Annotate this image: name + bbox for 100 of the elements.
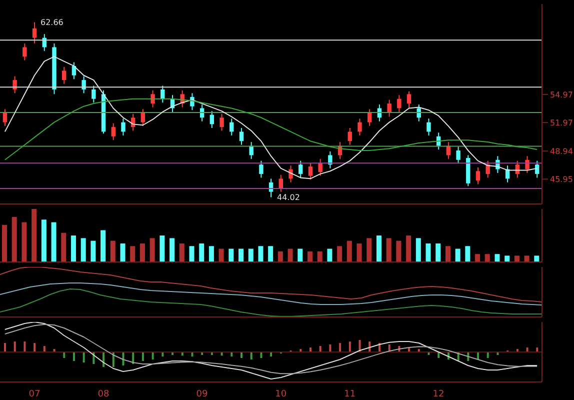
bar (406, 236, 412, 262)
bar (24, 342, 26, 352)
candlestick (230, 118, 234, 136)
candlestick (160, 85, 165, 104)
bar (298, 248, 303, 262)
bar (100, 230, 106, 262)
bar (396, 240, 402, 262)
bar (307, 251, 312, 262)
bar (41, 220, 46, 262)
bar (63, 352, 66, 358)
candlestick (111, 122, 116, 141)
candlestick (397, 94, 402, 112)
bar (436, 243, 441, 262)
bar (22, 222, 27, 262)
bar (445, 246, 450, 262)
candlestick (22, 42, 27, 61)
bar (80, 238, 86, 262)
bar (346, 240, 352, 262)
bar (278, 251, 283, 262)
y-tick-label: 45.95 (550, 174, 573, 184)
y-tick-label: 51.97 (550, 118, 573, 128)
candlestick (308, 162, 313, 180)
bar (339, 343, 342, 352)
bar (218, 248, 224, 262)
bar (32, 209, 37, 262)
bar (514, 256, 520, 262)
bar (72, 352, 75, 361)
bar (356, 243, 362, 262)
bar (465, 246, 470, 262)
bar (12, 216, 17, 262)
bar (34, 343, 36, 352)
bar (130, 246, 136, 262)
bar (70, 236, 76, 262)
bar (120, 243, 126, 262)
bar (258, 246, 264, 262)
candlestick (367, 108, 372, 127)
candlestick (525, 156, 530, 174)
bar (142, 352, 144, 361)
bar (327, 248, 332, 262)
candlestick (239, 127, 244, 146)
bar (329, 344, 332, 352)
candlestick (121, 118, 126, 136)
bar (250, 352, 252, 360)
x-tick-label: 07 (28, 389, 40, 400)
bar (486, 352, 489, 358)
candlestick (298, 160, 303, 178)
bar (438, 352, 440, 358)
bar (260, 352, 262, 358)
candlestick (140, 108, 146, 127)
x-tick-label: 11 (344, 389, 356, 400)
bar (386, 238, 392, 262)
candlestick (406, 90, 412, 109)
candlestick (82, 76, 86, 94)
bar (348, 342, 351, 352)
candlestick (12, 76, 17, 94)
bar (426, 243, 431, 262)
bar (416, 238, 421, 262)
bar (90, 240, 96, 262)
candlestick (32, 22, 37, 44)
bar (112, 352, 114, 367)
bar (228, 248, 234, 262)
bar (288, 248, 293, 262)
candlestick (318, 158, 322, 176)
bar (268, 246, 274, 262)
bar (504, 256, 510, 262)
candlestick (476, 166, 480, 185)
bar (238, 248, 244, 262)
bar (317, 251, 322, 262)
y-tick-label: 48.94 (550, 146, 573, 156)
annotation: 62.66 (40, 18, 64, 28)
bar (43, 346, 46, 352)
x-tick-label: 08 (98, 389, 110, 400)
candlestick (278, 174, 283, 192)
candlestick (220, 113, 224, 132)
candlestick (328, 150, 332, 169)
candlestick (387, 99, 392, 118)
bar (199, 243, 204, 262)
bar (494, 254, 500, 262)
annotation: 44.02 (277, 193, 300, 202)
bar (51, 222, 56, 262)
candlestick (456, 146, 460, 164)
bar (376, 236, 382, 262)
candlestick (259, 160, 264, 178)
candlestick (62, 66, 66, 84)
x-tick-label: 10 (275, 389, 287, 400)
candlestick (210, 110, 214, 128)
bar (524, 256, 530, 262)
bar (208, 246, 214, 262)
candlestick (535, 160, 540, 178)
bar (140, 243, 145, 262)
bar (82, 352, 85, 362)
y-tick-label: 54.97 (550, 90, 573, 100)
bar (484, 254, 490, 262)
candlestick (486, 160, 490, 178)
bar (150, 238, 155, 262)
bar (14, 342, 16, 352)
bar (455, 248, 460, 262)
bar (110, 240, 116, 262)
candlestick (249, 142, 254, 160)
bar (4, 343, 6, 352)
